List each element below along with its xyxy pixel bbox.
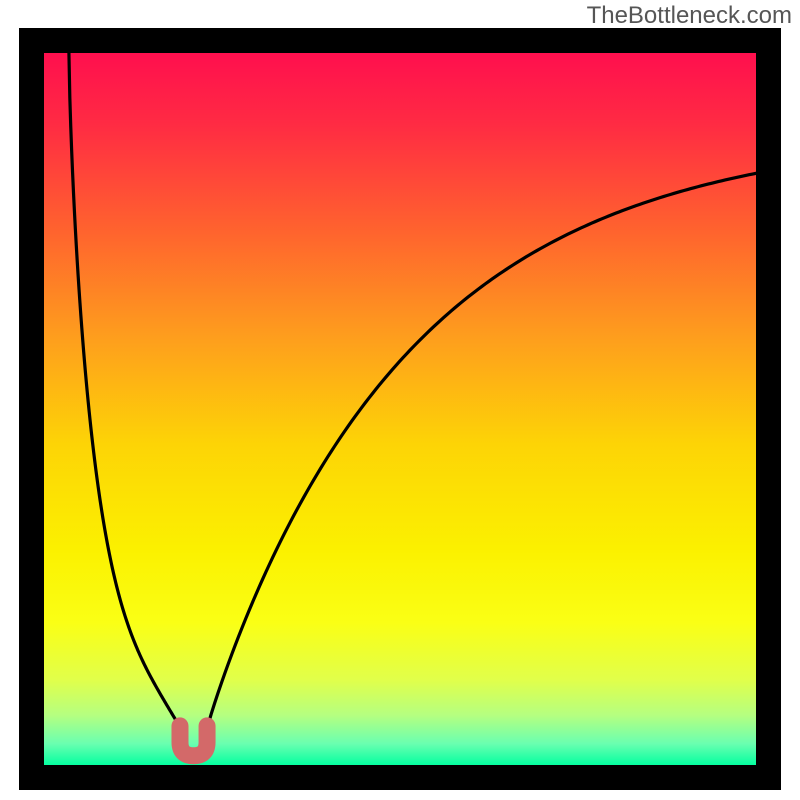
left-curve bbox=[69, 53, 179, 726]
chart-container: TheBottleneck.com bbox=[0, 0, 800, 800]
watermark-text: TheBottleneck.com bbox=[587, 2, 792, 30]
curve-svg bbox=[44, 53, 756, 765]
notch-marker bbox=[180, 726, 207, 756]
plot-area bbox=[44, 53, 756, 765]
right-curve bbox=[208, 173, 756, 725]
